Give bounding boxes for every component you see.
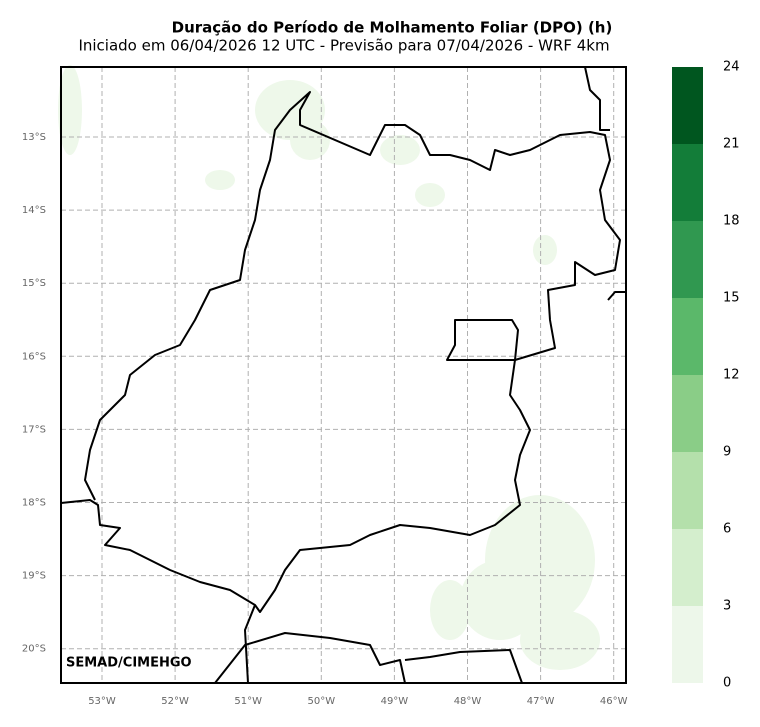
precip-areas bbox=[58, 65, 600, 670]
colorbar-segment bbox=[672, 144, 703, 221]
colorbar-tick-label: 3 bbox=[723, 599, 731, 614]
colorbar-tick-label: 18 bbox=[723, 214, 740, 229]
colorbar-segment bbox=[672, 606, 703, 683]
boundaries bbox=[60, 66, 626, 684]
graticule: 13°S 14°S 15°S 16°S 17°S 18°S 19°S 20°S 53°W 52°W… bbox=[22, 67, 628, 707]
credit: SEMAD/CIMEHGO bbox=[66, 656, 192, 671]
lon-label: 52°W bbox=[161, 696, 189, 707]
lat-label: 17°S bbox=[22, 424, 46, 435]
colorbar-tick-label: 15 bbox=[723, 291, 740, 306]
colorbar-segment bbox=[672, 375, 703, 452]
lat-label: 15°S bbox=[22, 278, 46, 289]
lat-label: 14°S bbox=[22, 205, 46, 216]
lat-label: 13°S bbox=[22, 132, 46, 143]
colorbar-segment bbox=[672, 452, 703, 529]
colorbar-segment bbox=[672, 67, 703, 144]
lon-label: 50°W bbox=[307, 696, 335, 707]
colorbar-tick-label: 12 bbox=[723, 368, 740, 383]
lat-label: 19°S bbox=[22, 571, 46, 582]
lon-label: 46°W bbox=[600, 696, 628, 707]
colorbar-tick-label: 21 bbox=[723, 137, 740, 152]
subtitle: Iniciado em 06/04/2026 12 UTC - Previsão… bbox=[78, 37, 609, 55]
lon-label: 51°W bbox=[234, 696, 262, 707]
lat-label: 18°S bbox=[22, 498, 46, 509]
colorbar-segment bbox=[672, 529, 703, 606]
lon-label: 49°W bbox=[381, 696, 409, 707]
colorbar-tick-label: 24 bbox=[723, 60, 740, 75]
colorbar-segment bbox=[672, 221, 703, 298]
colorbar-segment bbox=[672, 298, 703, 375]
lon-label: 48°W bbox=[454, 696, 482, 707]
colorbar-tick-label: 6 bbox=[723, 522, 731, 537]
colorbar-tick-label: 9 bbox=[723, 445, 731, 460]
lat-label: 16°S bbox=[22, 351, 46, 362]
title: Duração do Período de Molhamento Foliar … bbox=[172, 19, 613, 37]
map-frame bbox=[60, 66, 627, 684]
lon-label: 47°W bbox=[527, 696, 555, 707]
colorbar-tick-label: 0 bbox=[723, 676, 731, 691]
lat-label: 20°S bbox=[22, 644, 46, 655]
lon-label: 53°W bbox=[88, 696, 116, 707]
colorbar: 0 3 6 9 12 15 18 21 24 bbox=[672, 60, 740, 691]
